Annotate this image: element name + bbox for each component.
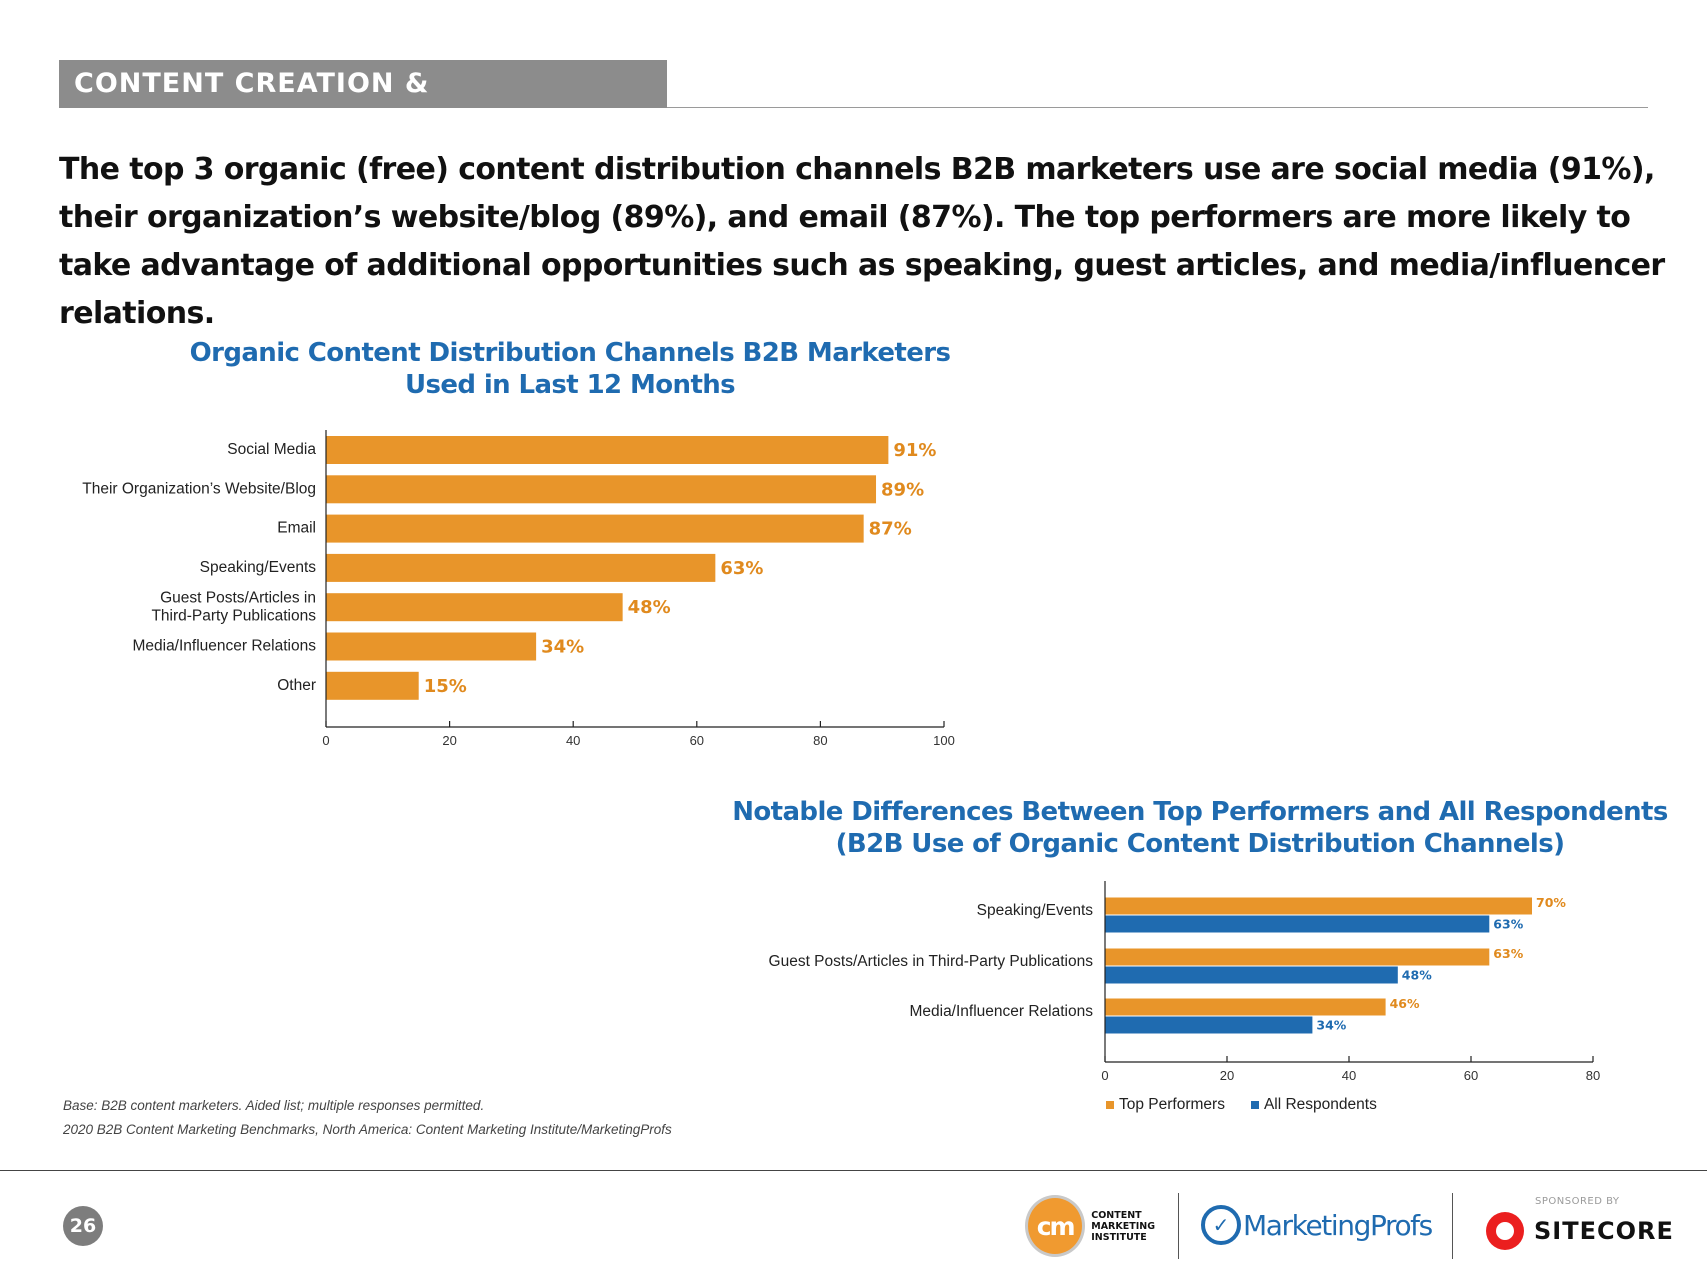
chart2-value-label: 63% [1493, 917, 1523, 932]
chart1-bar [326, 436, 889, 464]
chart2-title-line2: (B2B Use of Organic Content Distribution… [835, 829, 1565, 859]
chart1-category-label: Social Media [227, 441, 316, 458]
chart1-bar [326, 632, 537, 661]
chart1-category-label: Third-Party Publications [151, 607, 316, 624]
chart2-bar [1105, 998, 1386, 1016]
marketingprofs-logo: ✓ MarketingProfs [1201, 1205, 1433, 1245]
chart1-value-label: 91% [893, 440, 936, 461]
section-tag: CONTENT CREATION & DISTRIBUTION [59, 60, 667, 147]
chart1-x-tick-label: 40 [566, 733, 580, 748]
chart1-x-tick-label: 100 [933, 733, 955, 748]
chart2-bar [1105, 897, 1532, 915]
chart1-x-tick-label: 0 [322, 733, 329, 748]
chart1-bar [326, 593, 623, 622]
section-rule [667, 107, 1648, 108]
chart1-bar [326, 514, 864, 543]
chart2-x-tick-label: 80 [1586, 1068, 1600, 1083]
chart1-bar [326, 475, 877, 504]
legend-swatch-blue [1250, 1101, 1259, 1109]
chart1-category-label: Email [277, 520, 316, 537]
chart2-value-label: 34% [1316, 1018, 1346, 1033]
chart1-bar [326, 671, 419, 700]
chart1-value-label: 34% [541, 637, 584, 658]
chart1-x-tick-label: 80 [813, 733, 827, 748]
chart1-title-line1: Organic Content Distribution Channels B2… [189, 338, 951, 368]
chart1-x-tick-label: 20 [442, 733, 456, 748]
sitecore-icon [1486, 1212, 1524, 1250]
marketingprofs-logo-text: MarketingProfs [1243, 1208, 1433, 1242]
legend-label-top-performers: Top Performers [1119, 1096, 1225, 1113]
sitecore-logo-text: SITECORE [1534, 1217, 1674, 1245]
footer-divider-2 [1452, 1193, 1453, 1259]
chart2-title: Notable Differences Between Top Performe… [700, 796, 1700, 860]
footnote: Base: B2B content marketers. Aided list;… [63, 1094, 672, 1142]
chart2-bar [1105, 1016, 1313, 1034]
chart2-bar [1105, 915, 1490, 933]
headline: The top 3 organic (free) content distrib… [59, 152, 1665, 331]
chart1-value-label: 48% [628, 597, 671, 618]
footer-divider-1 [1178, 1193, 1179, 1259]
chart2-x-tick-label: 40 [1342, 1068, 1356, 1083]
cmi-logo-mark: cm [1025, 1195, 1086, 1257]
chart1-x-tick-label: 60 [690, 733, 704, 748]
chart2-category-label: Media/Influencer Relations [909, 1003, 1093, 1020]
chart1-category-label: Other [277, 677, 316, 694]
chart1-category-label: Guest Posts/Articles in [160, 589, 316, 606]
chart1-value-label: 89% [881, 479, 924, 500]
cmi-logo-text: CONTENT MARKETING INSTITUTE [1091, 1209, 1155, 1243]
chart2-legend: Top Performers All Respondents [1106, 1096, 1377, 1114]
chart2-category-label: Speaking/Events [977, 902, 1094, 919]
cmi-logo: cm CONTENT MARKETING INSTITUTE [1025, 1193, 1155, 1259]
chart1-value-label: 63% [720, 558, 763, 579]
chart2-value-label: 70% [1536, 895, 1566, 910]
chart2-bar [1105, 966, 1398, 984]
chart1-bar [326, 553, 716, 582]
chart2-x-tick-label: 20 [1220, 1068, 1234, 1083]
footer-rule [0, 1170, 1707, 1171]
chart1-title: Organic Content Distribution Channels B2… [150, 337, 990, 401]
chart2-x-tick-label: 60 [1464, 1068, 1478, 1083]
footnote-base: Base: B2B content marketers. Aided list;… [63, 1098, 485, 1113]
chart2-bar [1105, 948, 1490, 966]
legend-item-all-respondents: All Respondents [1250, 1096, 1377, 1114]
footnote-source: 2020 B2B Content Marketing Benchmarks, N… [63, 1122, 672, 1137]
chart2-category-label: Guest Posts/Articles in Third-Party Publ… [769, 953, 1094, 970]
chart2-x-tick-label: 0 [1101, 1068, 1108, 1083]
chart1-title-line2: Used in Last 12 Months [404, 370, 736, 400]
chart2-value-label: 63% [1493, 946, 1523, 961]
chart2-title-line1: Notable Differences Between Top Performe… [732, 797, 1668, 827]
chart2-value-label: 46% [1390, 996, 1420, 1011]
chart1-category-label: Their Organization’s Website/Blog [82, 480, 316, 497]
chart1-category-label: Speaking/Events [200, 559, 317, 576]
legend-swatch-orange [1106, 1101, 1114, 1109]
chart1-category-label: Media/Influencer Relations [132, 638, 316, 655]
page-number: 26 [63, 1206, 103, 1246]
chart1-value-label: 15% [424, 676, 467, 697]
legend-item-top-performers: Top Performers [1106, 1096, 1225, 1114]
legend-label-all-respondents: All Respondents [1263, 1096, 1377, 1113]
sitecore-logo: SITECORE [1486, 1212, 1674, 1250]
chart1-value-label: 87% [869, 519, 912, 540]
chart2-value-label: 48% [1402, 968, 1432, 983]
sponsored-by-label: SPONSORED BY [1535, 1196, 1620, 1207]
marketingprofs-icon: ✓ [1201, 1205, 1241, 1245]
